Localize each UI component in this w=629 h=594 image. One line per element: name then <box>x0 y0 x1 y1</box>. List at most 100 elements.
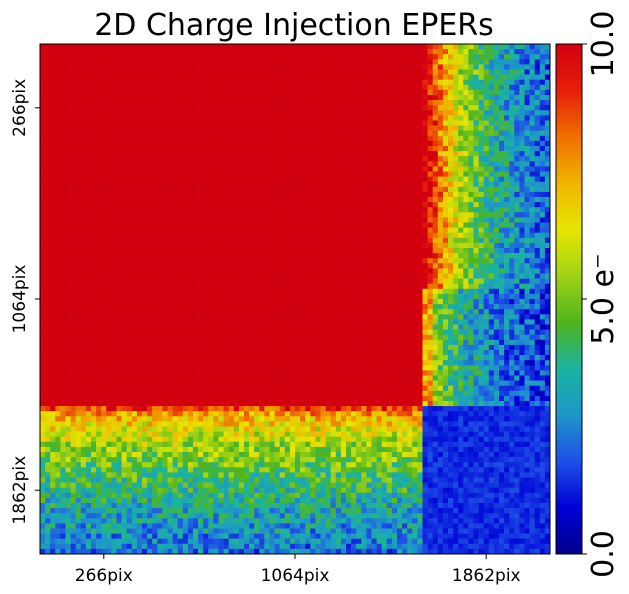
heatmap-cell <box>524 49 530 55</box>
heatmap-cell <box>493 59 500 65</box>
heatmap-cell <box>279 151 286 157</box>
heatmap-cell <box>193 176 199 182</box>
heatmap-cell <box>325 197 331 203</box>
heatmap-cell <box>524 202 530 208</box>
heatmap-cell <box>381 248 388 254</box>
heatmap-cell <box>126 115 133 121</box>
heatmap-cell <box>198 191 204 198</box>
heatmap-cell <box>437 278 444 284</box>
heatmap-cell <box>427 105 433 111</box>
heatmap-cell <box>40 278 46 284</box>
heatmap-cell <box>274 146 280 152</box>
heatmap-cell <box>488 171 495 177</box>
heatmap-cell <box>75 125 82 131</box>
heatmap-cell <box>300 278 306 284</box>
heatmap-cell <box>478 197 484 203</box>
heatmap-cell <box>356 181 362 188</box>
heatmap-cell <box>75 253 82 259</box>
heatmap-cell <box>330 227 337 233</box>
heatmap-cell <box>106 120 112 126</box>
heatmap-cell <box>478 54 484 60</box>
heatmap-cell <box>493 273 500 279</box>
heatmap-cell <box>213 258 219 264</box>
heatmap-cell <box>534 84 541 91</box>
heatmap-cell <box>534 125 541 131</box>
heatmap-cell <box>463 115 469 121</box>
heatmap-cell <box>499 186 505 193</box>
heatmap-cell <box>320 217 326 223</box>
heatmap-cell <box>473 130 479 137</box>
heatmap-cell <box>351 248 357 254</box>
heatmap-cell <box>427 89 433 96</box>
heatmap-cell <box>442 69 449 75</box>
heatmap-cell <box>106 227 112 233</box>
heatmap-cell <box>65 186 71 193</box>
heatmap-cell <box>60 110 66 116</box>
heatmap-cell <box>473 227 479 233</box>
heatmap-cell <box>244 253 250 259</box>
heatmap-cell <box>177 197 184 203</box>
heatmap-cell <box>70 207 76 213</box>
heatmap-cell <box>157 151 163 157</box>
heatmap-cell <box>493 283 500 290</box>
heatmap-cell <box>407 191 413 198</box>
heatmap-cell <box>70 263 76 269</box>
heatmap-cell <box>539 278 546 284</box>
heatmap-cell <box>289 212 296 218</box>
heatmap-cell <box>407 44 413 50</box>
heatmap-cell <box>305 278 311 284</box>
heatmap-cell <box>284 135 291 142</box>
heatmap-cell <box>85 176 92 182</box>
heatmap-cell <box>458 197 464 203</box>
heatmap-cell <box>493 156 500 162</box>
heatmap-cell <box>330 120 337 126</box>
heatmap-cell <box>274 258 280 264</box>
heatmap-cell <box>182 146 189 152</box>
heatmap-cell <box>320 253 326 259</box>
heatmap-cell <box>249 258 255 264</box>
heatmap-cell <box>289 105 296 111</box>
heatmap-cell <box>488 253 495 259</box>
heatmap-cell <box>244 130 250 137</box>
heatmap-cell <box>126 197 133 203</box>
heatmap-cell <box>437 151 444 157</box>
heatmap-cell <box>468 135 474 142</box>
heatmap-cell <box>376 166 382 172</box>
heatmap-cell <box>121 161 127 167</box>
heatmap-cell <box>198 288 204 295</box>
heatmap-cell <box>346 59 352 65</box>
heatmap-cell <box>351 217 357 223</box>
heatmap-cell <box>177 217 184 223</box>
heatmap-cell <box>111 273 117 279</box>
heatmap-cell <box>519 100 525 106</box>
heatmap-cell <box>238 232 245 239</box>
heatmap-cell <box>157 74 163 80</box>
heatmap-cell <box>106 293 112 300</box>
heatmap-cell <box>300 100 306 106</box>
heatmap-cell <box>315 161 321 167</box>
heatmap-cell <box>519 222 525 228</box>
heatmap-cell <box>121 79 127 86</box>
heatmap-cell <box>152 130 158 137</box>
heatmap-cell <box>417 181 423 188</box>
heatmap-cell <box>427 84 433 91</box>
heatmap-cell <box>198 273 204 279</box>
heatmap-cell <box>274 207 280 213</box>
heatmap-cell <box>463 288 469 295</box>
heatmap-cell <box>91 253 97 259</box>
heatmap-cell <box>60 44 66 50</box>
heatmap-cell <box>121 69 127 75</box>
heatmap-cell <box>524 64 530 70</box>
heatmap-cell <box>101 135 107 142</box>
heatmap-cell <box>75 44 82 50</box>
heatmap-cell <box>315 248 321 254</box>
heatmap-cell <box>468 181 474 188</box>
heatmap-cell <box>493 54 500 60</box>
heatmap-cell <box>147 146 153 152</box>
heatmap-cell <box>121 186 127 193</box>
heatmap-cell <box>218 59 224 65</box>
heatmap-cell <box>335 151 342 157</box>
heatmap-cell <box>340 227 347 233</box>
heatmap-cell <box>70 253 76 259</box>
heatmap-cell <box>483 207 490 213</box>
